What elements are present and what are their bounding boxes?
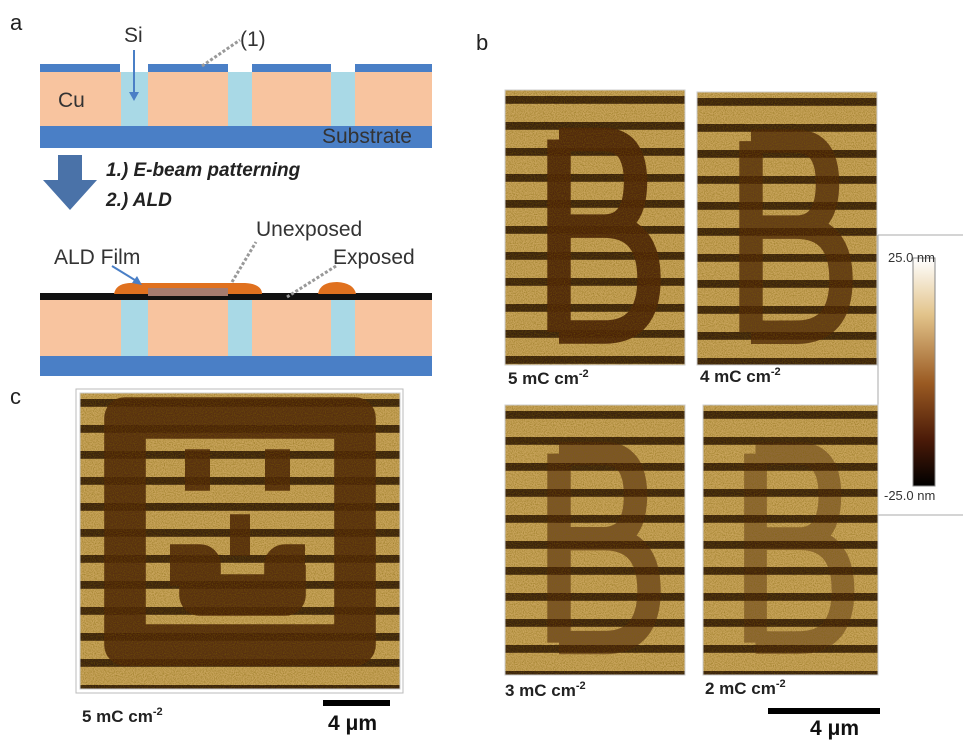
dose-label: 5 mC cm-2	[508, 368, 589, 388]
scale-bar-label: 4 μm	[810, 717, 859, 740]
si-label: Si	[124, 24, 143, 47]
dose-label: 4 mC cm-2	[700, 366, 781, 386]
dose-label: 3 mC cm-2	[505, 680, 586, 700]
afm-image	[697, 92, 877, 366]
substrate-label: Substrate	[322, 125, 412, 148]
noise	[505, 405, 685, 675]
dose-text: 5 mC cm	[82, 707, 153, 726]
afm-image	[505, 405, 685, 679]
panel-label: b	[476, 30, 488, 55]
panel-label: c	[10, 384, 21, 409]
dose-text: 4 mC cm	[700, 367, 771, 386]
noise	[505, 90, 685, 365]
noise	[697, 92, 877, 365]
dose-exponent: -2	[771, 366, 781, 378]
dose-text: 2 mC cm	[705, 679, 776, 698]
unexposed-label: Unexposed	[256, 218, 362, 241]
afm-image	[80, 393, 400, 693]
dose-exponent: -2	[153, 706, 163, 718]
figure: a Si (1) Cu Substrate 1.) E-beam pattern…	[0, 0, 963, 740]
step-1: 1.) E-beam patterning	[106, 160, 301, 181]
dose-exponent: -2	[576, 680, 586, 692]
ald-film-label: ALD Film	[54, 246, 140, 269]
colorbar-max: 25.0 nm	[888, 250, 935, 265]
colorbar	[913, 258, 935, 486]
dose-exponent: -2	[579, 368, 589, 380]
dose-label: 2 mC cm-2	[705, 678, 786, 698]
afm-image	[505, 90, 685, 365]
step-2: 2.) ALD	[105, 190, 172, 211]
panel-label: a	[10, 10, 23, 35]
marker-label: (1)	[240, 28, 266, 51]
scale-bar-label: 4 μm	[328, 712, 377, 735]
colorbar-min: -25.0 nm	[884, 488, 935, 503]
cu-label: Cu	[58, 89, 85, 112]
noise	[80, 393, 400, 689]
dose-text: 3 mC cm	[505, 681, 576, 700]
dose-exponent: -2	[776, 678, 786, 690]
exposed-label: Exposed	[333, 246, 415, 269]
dose-label: 5 mC cm-2	[82, 706, 163, 726]
noise	[703, 405, 878, 675]
dose-text: 5 mC cm	[508, 369, 579, 388]
afm-image	[703, 405, 878, 679]
process-arrow	[43, 155, 97, 210]
